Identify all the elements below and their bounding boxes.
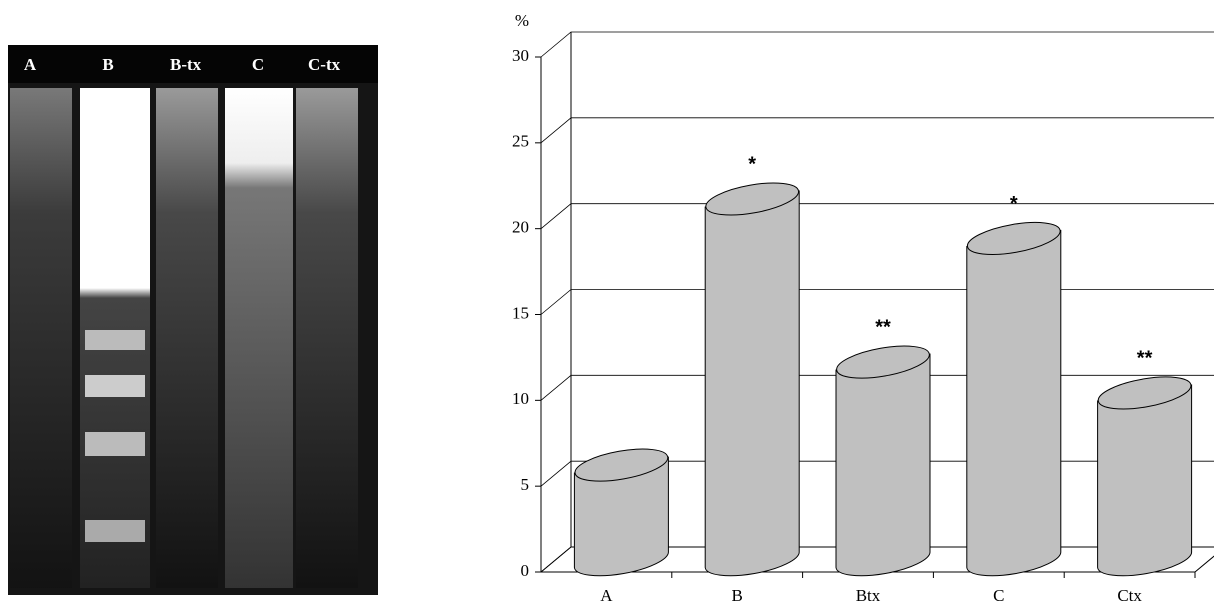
y-tick-label: 5	[521, 475, 530, 494]
x-tick-label: Ctx	[1117, 586, 1142, 605]
y-tick-label: 10	[512, 389, 529, 408]
gel-lane	[156, 88, 218, 588]
grid-line	[540, 203, 1214, 229]
annotation: **	[1137, 347, 1153, 369]
bar	[704, 190, 800, 577]
lane-label: C	[252, 55, 264, 74]
gel-band	[85, 520, 145, 542]
bar	[966, 229, 1062, 577]
gel-band	[85, 375, 145, 397]
gel-header	[8, 45, 378, 83]
y-tick-label: 30	[512, 46, 529, 65]
x-tick-label: Btx	[856, 586, 881, 605]
gel-band	[85, 432, 145, 456]
bar	[835, 353, 931, 577]
bar	[1097, 384, 1193, 577]
gel-lane	[296, 88, 358, 588]
gel-image: A B B-tx C C-tx	[8, 45, 378, 595]
y-tick-label: 20	[512, 218, 529, 237]
y-axis-label: %	[515, 11, 529, 30]
lane-label: C-tx	[308, 55, 341, 74]
annotation: *	[1010, 193, 1018, 215]
grid-line	[540, 289, 1214, 315]
lane-label: B-tx	[170, 55, 202, 74]
lane-label: A	[24, 55, 37, 74]
x-tick-label: A	[600, 586, 613, 605]
grid-line	[540, 117, 1214, 144]
gel-band	[85, 330, 145, 350]
lane-label: B	[102, 55, 113, 74]
bar-top	[1097, 376, 1192, 410]
annotation: **	[875, 316, 891, 338]
bar-top	[705, 182, 800, 216]
gel-lane	[10, 88, 72, 588]
y-tick-label: 25	[512, 132, 529, 151]
x-tick-label: C	[993, 586, 1004, 605]
gel-lane	[225, 88, 293, 588]
y-tick-label: 0	[521, 561, 530, 580]
annotation: *	[748, 153, 756, 175]
bar	[573, 456, 669, 577]
y-tick-label: 15	[512, 303, 529, 322]
bar-top	[574, 448, 669, 482]
grid-line	[540, 31, 1214, 58]
x-tick-label: B	[732, 586, 743, 605]
bar-top	[966, 221, 1061, 256]
bar-top	[836, 345, 930, 379]
